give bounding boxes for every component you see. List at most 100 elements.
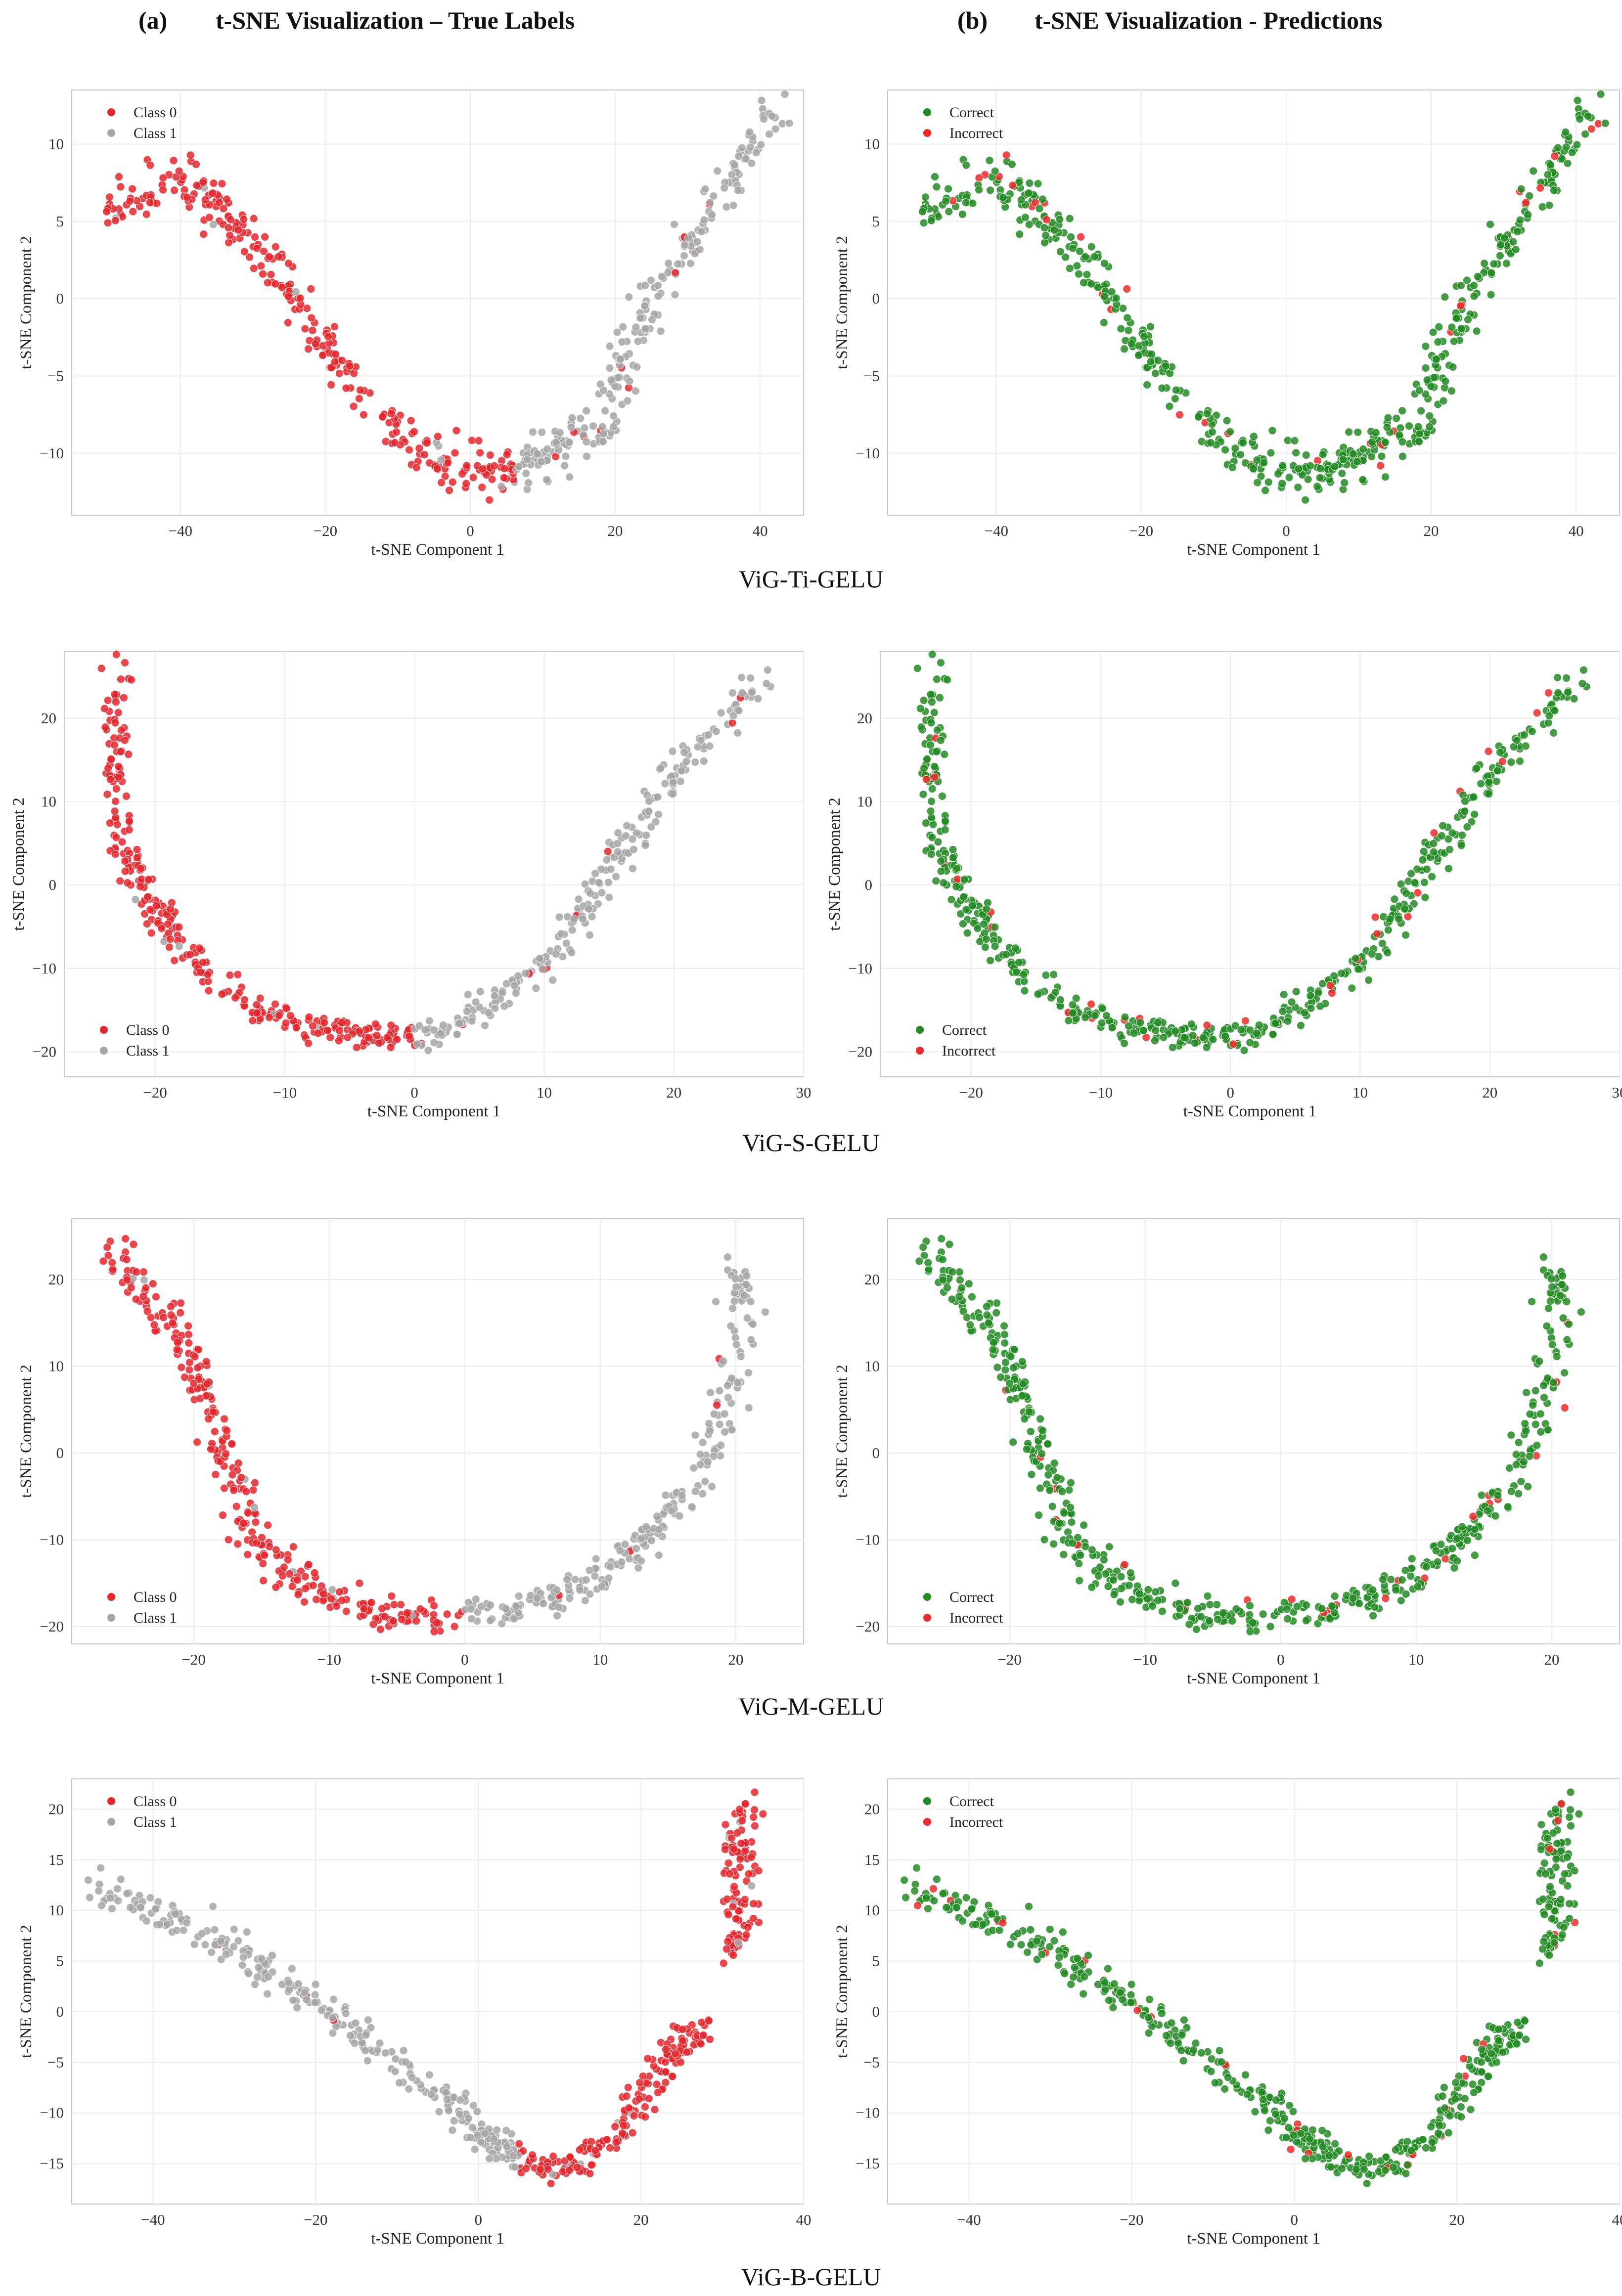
point-class-1 bbox=[244, 1969, 253, 1978]
point-class-0 bbox=[721, 1845, 729, 1854]
data-points bbox=[918, 90, 1610, 504]
point-class-1 bbox=[581, 1596, 589, 1605]
point-correct bbox=[1379, 1575, 1388, 1584]
point-class-0 bbox=[546, 2179, 555, 2188]
point-correct bbox=[1487, 290, 1495, 299]
point-class-1 bbox=[677, 1491, 686, 1500]
point-class-0 bbox=[233, 1540, 242, 1548]
point-class-0 bbox=[671, 2049, 680, 2058]
point-correct bbox=[927, 850, 936, 859]
point-correct bbox=[1197, 1612, 1206, 1621]
point-correct bbox=[1421, 893, 1430, 902]
point-class-0 bbox=[133, 853, 141, 862]
point-class-0 bbox=[99, 1257, 108, 1266]
point-class-0 bbox=[736, 1854, 745, 1863]
point-correct bbox=[916, 704, 925, 713]
point-correct bbox=[1093, 283, 1102, 292]
point-correct bbox=[1535, 1959, 1544, 1968]
point-correct bbox=[1484, 2072, 1493, 2081]
y-tick-label: 5 bbox=[872, 213, 880, 230]
point-incorrect bbox=[1484, 747, 1493, 755]
point-class-0 bbox=[278, 283, 286, 292]
point-correct bbox=[928, 698, 936, 706]
legend-marker bbox=[107, 1593, 115, 1601]
point-correct bbox=[1422, 2143, 1430, 2152]
point-class-1 bbox=[96, 1863, 105, 1872]
point-class-0 bbox=[252, 1000, 261, 1009]
point-class-0 bbox=[253, 244, 262, 253]
point-correct bbox=[960, 875, 969, 884]
point-class-1 bbox=[346, 2031, 355, 2040]
point-class-0 bbox=[528, 2151, 537, 2160]
point-correct bbox=[1570, 1866, 1579, 1875]
point-correct bbox=[941, 825, 949, 834]
point-correct bbox=[1485, 790, 1493, 798]
point-class-0 bbox=[355, 395, 363, 403]
point-class-1 bbox=[709, 191, 718, 200]
point-correct bbox=[1559, 1923, 1568, 1932]
point-correct bbox=[1081, 1013, 1090, 1022]
point-class-1 bbox=[583, 452, 591, 461]
point-correct bbox=[1549, 186, 1558, 195]
point-correct bbox=[1546, 1882, 1554, 1891]
point-correct bbox=[1543, 170, 1552, 179]
point-correct bbox=[1211, 2078, 1219, 2087]
point-class-0 bbox=[372, 1031, 381, 1040]
x-tick-label: 20 bbox=[728, 1651, 743, 1668]
point-correct bbox=[933, 675, 941, 684]
point-correct bbox=[933, 726, 942, 735]
point-correct bbox=[1338, 2164, 1346, 2173]
point-class-0 bbox=[355, 1579, 364, 1588]
point-class-1 bbox=[555, 913, 564, 922]
point-correct bbox=[1556, 1895, 1565, 1904]
point-class-1 bbox=[415, 1021, 424, 1030]
point-correct bbox=[975, 1313, 984, 1322]
point-class-1 bbox=[568, 413, 577, 422]
point-correct bbox=[1390, 895, 1399, 904]
point-class-0 bbox=[728, 718, 737, 727]
point-class-0 bbox=[448, 478, 457, 486]
point-correct bbox=[1520, 2016, 1529, 2025]
point-class-0 bbox=[183, 193, 192, 202]
point-class-0 bbox=[622, 2092, 631, 2101]
point-correct bbox=[1449, 337, 1458, 346]
point-class-0 bbox=[137, 875, 146, 883]
point-class-1 bbox=[708, 210, 716, 219]
point-correct bbox=[1500, 233, 1509, 242]
point-correct bbox=[1109, 1576, 1118, 1585]
point-class-0 bbox=[227, 1440, 236, 1449]
point-correct bbox=[1521, 1419, 1530, 1428]
point-class-0 bbox=[267, 270, 275, 279]
point-class-0 bbox=[139, 1268, 148, 1277]
point-correct bbox=[956, 910, 965, 918]
point-correct bbox=[1166, 2039, 1175, 2048]
point-class-0 bbox=[367, 1598, 376, 1607]
point-class-1 bbox=[747, 159, 756, 168]
point-class-0 bbox=[175, 923, 183, 931]
point-correct bbox=[1049, 970, 1058, 979]
y-tick-label: 0 bbox=[872, 1444, 880, 1461]
point-correct bbox=[1507, 758, 1516, 766]
point-class-0 bbox=[283, 1555, 292, 1564]
point-class-1 bbox=[437, 456, 446, 464]
point-class-1 bbox=[642, 831, 651, 839]
point-class-0 bbox=[304, 345, 313, 353]
point-incorrect bbox=[1545, 1845, 1554, 1854]
point-class-0 bbox=[132, 1268, 141, 1277]
point-correct bbox=[1563, 159, 1572, 168]
point-class-1 bbox=[239, 1953, 248, 1962]
point-class-1 bbox=[700, 757, 708, 765]
point-correct bbox=[1011, 944, 1020, 953]
plot-frame bbox=[887, 1778, 1620, 2205]
point-correct bbox=[1024, 189, 1033, 198]
point-class-0 bbox=[122, 792, 131, 800]
point-class-0 bbox=[184, 1338, 193, 1347]
point-correct bbox=[1547, 1275, 1556, 1283]
point-correct bbox=[1035, 1511, 1043, 1520]
point-class-1 bbox=[717, 708, 725, 717]
point-correct bbox=[1127, 1980, 1136, 1989]
point-correct bbox=[1427, 2122, 1436, 2131]
point-correct bbox=[1528, 727, 1536, 736]
y-tick-label: −10 bbox=[856, 2104, 880, 2121]
